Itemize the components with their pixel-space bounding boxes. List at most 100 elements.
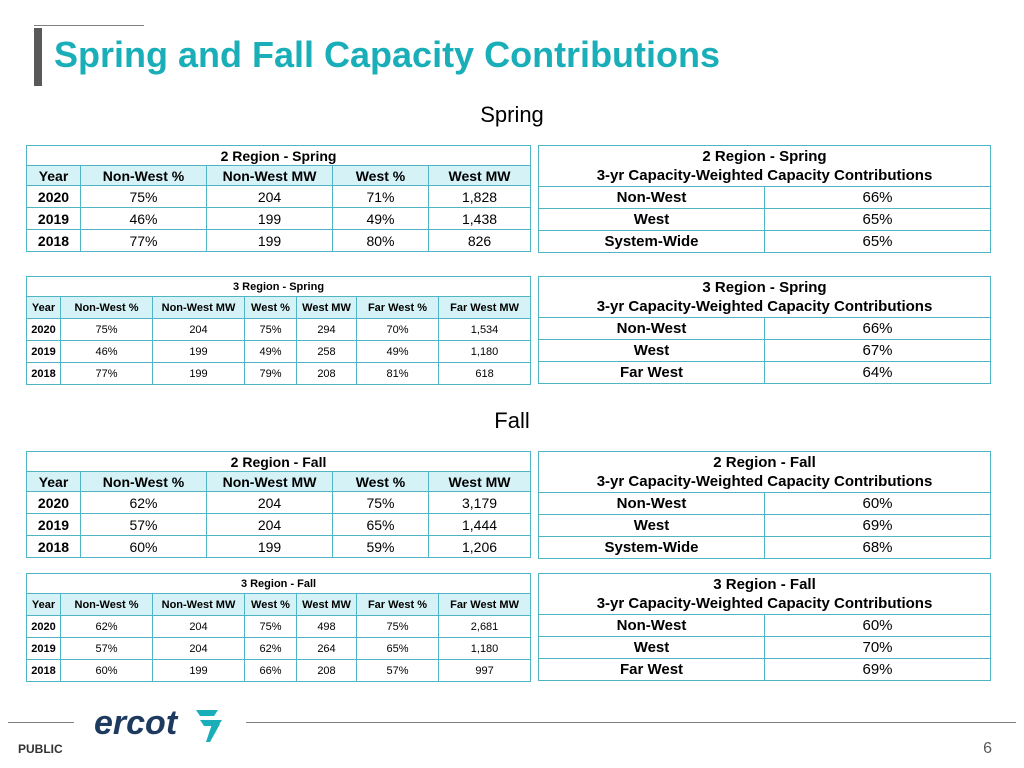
caption-line-1: 3 Region - Spring	[702, 279, 827, 296]
table-cell: 75%	[356, 615, 439, 638]
col-header-west-pct: West %	[332, 165, 429, 186]
col-header-far-west-pct: Far West %	[356, 296, 439, 319]
region-cell: System-Wide	[538, 230, 765, 253]
col-header-far-west-mw: Far West MW	[437, 593, 532, 616]
year-cell: 2020	[26, 615, 61, 638]
table-row: System-Wide 68%	[538, 536, 992, 559]
ercot-logo: ercot	[94, 704, 222, 742]
table-row: 2019 46% 199 49% 1,438	[26, 207, 532, 230]
table-row: System-Wide 65%	[538, 230, 992, 253]
table-cell: 62%	[80, 491, 207, 514]
table-cell: 62%	[60, 615, 153, 638]
col-header-west-pct: West %	[244, 593, 297, 616]
table-row: West 69%	[538, 514, 992, 537]
table-cell: 199	[206, 535, 333, 558]
col-header-west-mw: West MW	[427, 471, 532, 492]
col-header-west-mw: West MW	[296, 296, 357, 319]
value-cell: 67%	[763, 339, 992, 362]
table-row: 2018 77% 199 80% 826	[26, 229, 532, 252]
table-cell: 498	[296, 615, 357, 638]
table-cell: 618	[437, 362, 532, 385]
table-row: 2018 60% 199 66% 208 57% 997	[26, 659, 532, 682]
table-row: 2019 57% 204 65% 1,444	[26, 513, 532, 536]
spring-3-region-weighted-table: 3 Region - Spring 3-yr Capacity-Weighted…	[537, 276, 992, 384]
public-label: PUBLIC	[18, 742, 63, 756]
year-cell: 2020	[26, 491, 81, 514]
col-header-west-mw: West MW	[427, 165, 532, 186]
table-cell: 71%	[332, 185, 429, 208]
spring-3-region-table: 3 Region - Spring Year Non-West % Non-We…	[25, 276, 532, 385]
table-cell: 199	[152, 340, 245, 363]
table-row: Non-West 60%	[538, 614, 992, 637]
table-cell: 75%	[60, 318, 153, 341]
table-cell: 997	[437, 659, 532, 682]
region-cell: Far West	[538, 361, 765, 384]
table-caption: 2 Region - Fall 3-yr Capacity-Weighted C…	[537, 451, 992, 493]
table-cell: 1,206	[427, 535, 532, 558]
value-cell: 66%	[763, 186, 992, 209]
table-caption: 2 Region - Spring	[25, 145, 532, 166]
table-cell: 57%	[80, 513, 207, 536]
table-cell: 49%	[332, 207, 429, 230]
table-row: 2020 62% 204 75% 3,179	[26, 491, 532, 514]
region-cell: West	[538, 208, 765, 231]
table-cell: 258	[296, 340, 357, 363]
table-caption: 2 Region - Spring 3-yr Capacity-Weighted…	[537, 145, 992, 187]
table-cell: 77%	[80, 229, 207, 252]
table-cell: 199	[152, 362, 245, 385]
table-cell: 826	[427, 229, 532, 252]
table-cell: 59%	[332, 535, 429, 558]
table-cell: 1,534	[437, 318, 532, 341]
table-row: Far West 69%	[538, 658, 992, 681]
col-header-non-west-pct: Non-West %	[60, 593, 153, 616]
spring-heading: Spring	[480, 102, 544, 127]
table-cell: 75%	[80, 185, 207, 208]
table-row: Non-West 66%	[538, 317, 992, 340]
table-cell: 1,444	[427, 513, 532, 536]
fall-3-region-table: 3 Region - Fall Year Non-West % Non-West…	[25, 573, 532, 682]
table-row: 2020 75% 204 71% 1,828	[26, 185, 532, 208]
table-caption: 3 Region - Fall 3-yr Capacity-Weighted C…	[537, 573, 992, 615]
table-cell: 65%	[356, 637, 439, 660]
table-cell: 1,828	[427, 185, 532, 208]
table-cell: 70%	[356, 318, 439, 341]
col-header-non-west-pct: Non-West %	[80, 471, 207, 492]
table-row: 2020 62% 204 75% 498 75% 2,681	[26, 615, 532, 638]
table-cell: 65%	[332, 513, 429, 536]
col-header-non-west-mw: Non-West MW	[206, 165, 333, 186]
table-cell: 208	[296, 362, 357, 385]
table-row: West 65%	[538, 208, 992, 231]
table-cell: 57%	[356, 659, 439, 682]
title-accent-bar	[34, 28, 42, 86]
region-cell: Far West	[538, 658, 765, 681]
table-cell: 2,681	[437, 615, 532, 638]
col-header-non-west-pct: Non-West %	[80, 165, 207, 186]
fall-3-region-weighted-table: 3 Region - Fall 3-yr Capacity-Weighted C…	[537, 573, 992, 681]
table-cell: 3,179	[427, 491, 532, 514]
caption-line-2: 3-yr Capacity-Weighted Capacity Contribu…	[596, 595, 933, 612]
table-cell: 62%	[244, 637, 297, 660]
table-cell: 75%	[244, 318, 297, 341]
year-cell: 2019	[26, 513, 81, 536]
col-header-far-west-pct: Far West %	[356, 593, 439, 616]
fall-heading: Fall	[494, 408, 530, 433]
page-title: Spring and Fall Capacity Contributions	[54, 34, 721, 75]
table-cell: 199	[152, 659, 245, 682]
year-cell: 2018	[26, 229, 81, 252]
col-header-west-pct: West %	[332, 471, 429, 492]
region-cell: West	[538, 339, 765, 362]
table-row: 2020 75% 204 75% 294 70% 1,534	[26, 318, 532, 341]
value-cell: 60%	[763, 614, 992, 637]
caption-line-1: 2 Region - Fall	[713, 454, 816, 471]
spring-2-region-weighted-table: 2 Region - Spring 3-yr Capacity-Weighted…	[537, 145, 992, 253]
logo-wordmark: ercot	[94, 704, 179, 742]
region-cell: Non-West	[538, 186, 765, 209]
value-cell: 64%	[763, 361, 992, 384]
fall-2-region-weighted-table: 2 Region - Fall 3-yr Capacity-Weighted C…	[537, 451, 992, 559]
caption-line-2: 3-yr Capacity-Weighted Capacity Contribu…	[596, 473, 933, 490]
col-header-far-west-mw: Far West MW	[437, 296, 532, 319]
year-cell: 2019	[26, 340, 61, 363]
caption-line-1: 3 Region - Fall	[713, 576, 816, 593]
col-header-non-west-pct: Non-West %	[60, 296, 153, 319]
table-cell: 49%	[244, 340, 297, 363]
